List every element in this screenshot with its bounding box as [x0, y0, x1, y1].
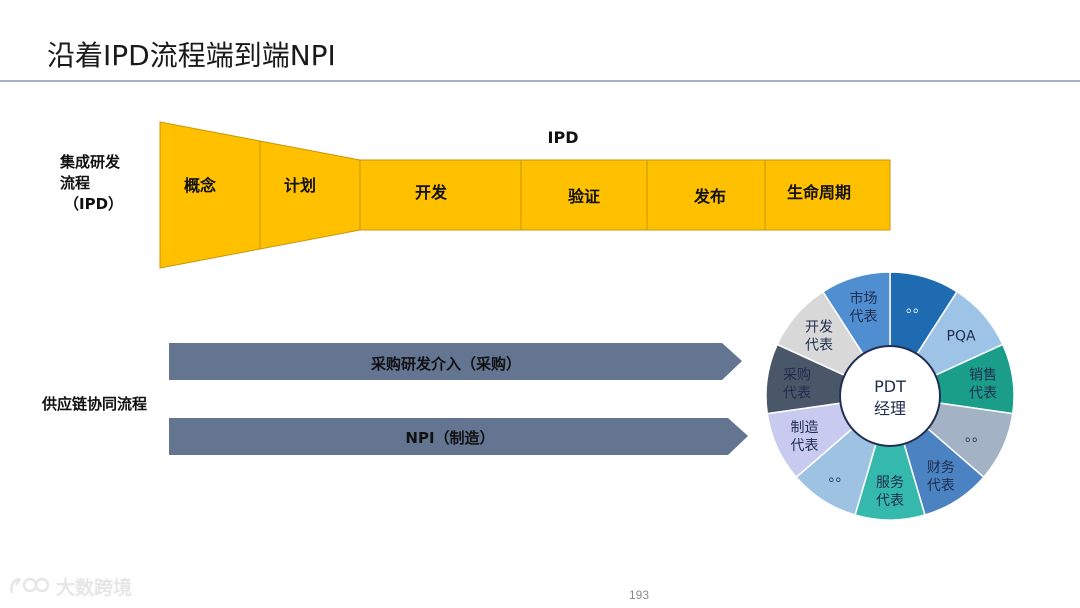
procurement-arrow	[169, 343, 742, 380]
wheel-segment-label: 代表	[805, 337, 833, 353]
phase-release: 发布	[693, 187, 726, 206]
wheel-segment-label: 。。	[829, 469, 850, 485]
wheel-segment-label: PQA	[947, 328, 976, 344]
procurement-arrow-label: 采购研发介入（采购）	[370, 355, 521, 373]
wheel-segment-label: 代表	[876, 493, 904, 509]
ipd-row-label: 集成研发 流程 （IPD）	[60, 152, 170, 215]
wheel-segment-label: 。。	[906, 300, 927, 316]
wheel-segment-label: 制造	[790, 420, 818, 436]
title-divider	[0, 80, 1080, 82]
ipd-row-label-line2: 流程	[60, 174, 91, 192]
wheel-segment-label: 销售	[969, 368, 997, 384]
page-number: 193	[629, 588, 650, 602]
wheel-segment-label: 代表	[783, 386, 811, 402]
wheel-segment-label: 代表	[927, 478, 955, 494]
phase-plan: 计划	[284, 176, 316, 195]
wheel-segment-label: 。。	[965, 429, 986, 445]
ipd-row-label-line3: （IPD）	[64, 195, 124, 213]
watermark-text: 大数跨境	[56, 576, 133, 599]
watermark-logo-icon	[10, 577, 50, 594]
ipd-row-label-line1: 集成研发	[60, 153, 121, 171]
npi-arrow-label: NPI（制造）	[405, 429, 494, 447]
phase-lifecycle: 生命周期	[787, 183, 851, 202]
wheel-segment-label: 代表	[790, 438, 818, 454]
wheel-segment-label: 财务	[927, 460, 955, 476]
phase-develop: 开发	[415, 183, 448, 202]
npi-arrow	[169, 418, 748, 455]
pdt-center: PDT 经理	[839, 345, 941, 447]
ipd-funnel: IPD 概念 计划 开发 验证 发布 生命周期	[159, 121, 891, 269]
wheel-segment-label: 采购	[783, 368, 811, 384]
supply-chain-row-label: 供应链协同流程	[42, 395, 148, 413]
ipd-header: IPD	[548, 128, 579, 147]
wheel-segment-label: 市场	[850, 290, 878, 307]
phase-verify: 验证	[568, 187, 600, 206]
wheel-segment-label: 服务	[876, 475, 904, 491]
ipd-funnel-shape	[159, 121, 891, 269]
pdt-center-line1: PDT	[874, 377, 906, 396]
slide-title: 沿着IPD流程端到端NPI	[47, 39, 336, 72]
pdt-center-line2: 经理	[874, 399, 906, 418]
pdt-center-circle	[839, 345, 941, 447]
wheel-segment-label: 代表	[850, 309, 878, 325]
wheel-segment-label: 开发	[805, 319, 833, 335]
phase-concept: 概念	[184, 176, 217, 195]
wheel-segment-label: 代表	[969, 386, 997, 402]
supply-chain-arrows: 采购研发介入（采购） NPI（制造）	[169, 343, 748, 455]
watermark: 大数跨境	[8, 573, 132, 599]
